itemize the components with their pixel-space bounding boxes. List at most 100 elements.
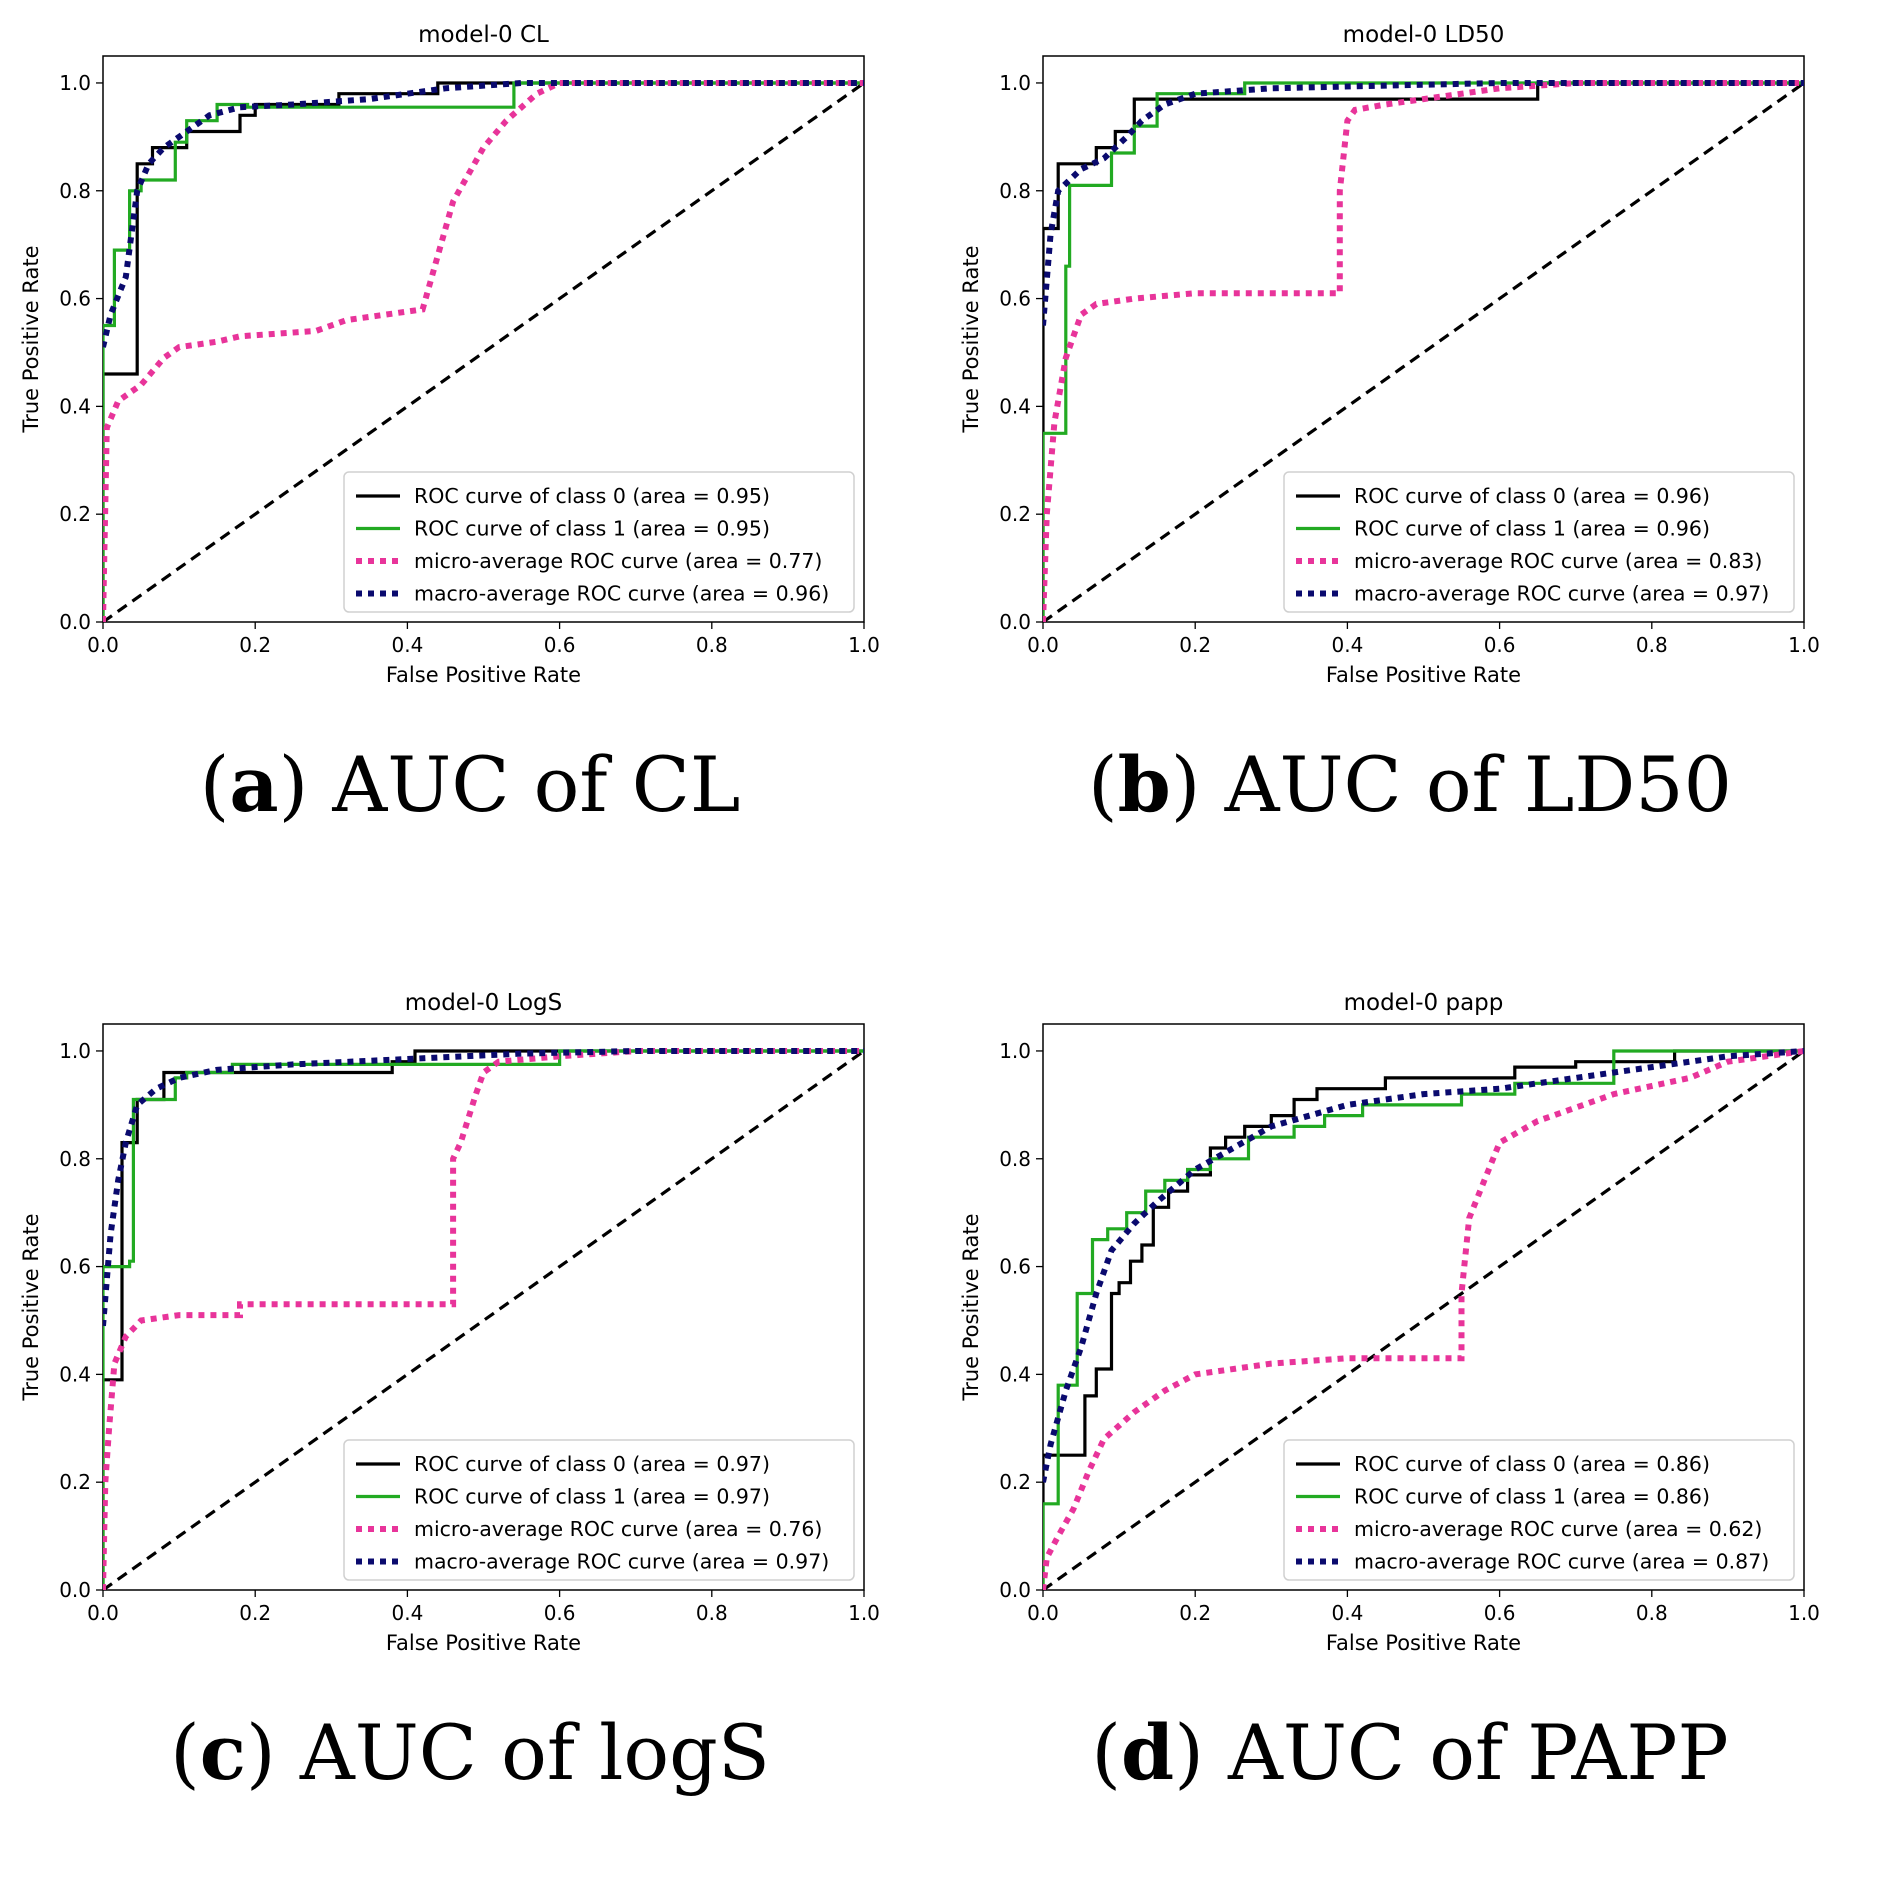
roc-class-0-line bbox=[1043, 81, 1804, 622]
x-axis-label: False Positive Rate bbox=[386, 1631, 581, 1655]
micro-average-line bbox=[1043, 1048, 1804, 1590]
x-tick-label: 0.4 bbox=[391, 633, 423, 657]
micro-average-line bbox=[103, 1048, 864, 1590]
chart-panel-b: model-0 LD50 0.0 0.2 0.4 0.6 0.8 1.0 0.0 0.2 0.4 0… bbox=[959, 22, 1820, 687]
caption-a: (a) AUC of CL bbox=[199, 740, 741, 829]
panel-c: model-0 LogS 0.0 0.2 0.4 0.6 0.8 1.0 0.0 0.2 0.4 0… bbox=[0, 968, 940, 1879]
legend-label: micro-average ROC curve (area = 0.83) bbox=[1354, 549, 1762, 573]
caption-d: (d) AUC of PAPP bbox=[1091, 1708, 1729, 1797]
x-tick-label: 0.0 bbox=[1027, 1601, 1059, 1625]
x-tick-label: 0.2 bbox=[1179, 633, 1211, 657]
x-tick-label: 1.0 bbox=[1788, 1601, 1820, 1625]
caption-text: AUC of LD50 bbox=[1224, 740, 1732, 829]
legend-label: ROC curve of class 1 (area = 0.86) bbox=[1354, 1485, 1710, 1509]
x-axis-label: False Positive Rate bbox=[1326, 1631, 1521, 1655]
x-tick-label: 0.2 bbox=[239, 633, 271, 657]
y-tick-label: 0.4 bbox=[999, 1362, 1031, 1386]
legend-box bbox=[343, 471, 855, 613]
legend-label: micro-average ROC curve (area = 0.62) bbox=[1354, 1517, 1762, 1541]
y-tick-label: 0.6 bbox=[59, 287, 91, 311]
micro-average-line bbox=[1043, 80, 1804, 622]
y-tick-label: 0.4 bbox=[59, 1362, 91, 1386]
roc-class-1-line bbox=[1043, 1049, 1804, 1590]
x-tick-label: 0.0 bbox=[1027, 633, 1059, 657]
macro-average-line bbox=[103, 1048, 864, 1327]
roc-class-1-line bbox=[103, 1049, 864, 1590]
chart-title: model-0 CL bbox=[418, 22, 549, 48]
roc-class-0-line bbox=[103, 81, 864, 622]
y-tick-label: 1.0 bbox=[59, 71, 91, 95]
y-tick-label: 0.8 bbox=[999, 1147, 1031, 1171]
y-axis-label: True Positive Rate bbox=[959, 245, 983, 433]
legend-label: micro-average ROC curve (area = 0.77) bbox=[414, 549, 822, 573]
y-tick-label: 0.2 bbox=[999, 1470, 1031, 1494]
y-tick-label: 0.8 bbox=[999, 179, 1031, 203]
x-tick-label: 0.4 bbox=[1331, 633, 1363, 657]
legend-label: micro-average ROC curve (area = 0.76) bbox=[414, 1517, 822, 1541]
caption-text: AUC of logS bbox=[299, 1708, 770, 1797]
x-tick-label: 0.2 bbox=[1179, 1601, 1211, 1625]
chance-diagonal-line bbox=[1043, 81, 1804, 622]
legend-box bbox=[343, 1439, 855, 1581]
legend-label: ROC curve of class 0 (area = 0.95) bbox=[414, 484, 770, 508]
legend-label: ROC curve of class 0 (area = 0.96) bbox=[1354, 484, 1710, 508]
legend-box bbox=[1283, 471, 1795, 613]
legend-label: ROC curve of class 1 (area = 0.95) bbox=[414, 517, 770, 541]
chart-title: model-0 papp bbox=[1344, 990, 1504, 1016]
chart-title: model-0 LD50 bbox=[1343, 22, 1505, 48]
caption-b: (b) AUC of LD50 bbox=[1087, 740, 1732, 829]
macro-average-line bbox=[103, 80, 864, 348]
x-tick-label: 0.4 bbox=[1331, 1601, 1363, 1625]
panel-b: model-0 LD50 0.0 0.2 0.4 0.6 0.8 1.0 0.0 0.2 0.4 0… bbox=[940, 0, 1880, 911]
y-tick-label: 0.0 bbox=[999, 1578, 1031, 1602]
y-tick-label: 0.6 bbox=[999, 1255, 1031, 1279]
x-tick-label: 1.0 bbox=[1788, 633, 1820, 657]
y-tick-label: 0.0 bbox=[59, 610, 91, 634]
x-tick-label: 0.0 bbox=[87, 633, 119, 657]
macro-average-line bbox=[1043, 1048, 1804, 1483]
legend-label: ROC curve of class 1 (area = 0.96) bbox=[1354, 517, 1710, 541]
x-axis-label: False Positive Rate bbox=[386, 663, 581, 687]
chart-panel-a: model-0 CL 0.0 0.2 0.4 0.6 0.8 1.0 0.0 0.2 0.4 0.6… bbox=[19, 22, 880, 687]
legend-label: ROC curve of class 0 (area = 0.86) bbox=[1354, 1452, 1710, 1476]
caption-label: d bbox=[1121, 1708, 1175, 1797]
x-tick-label: 0.6 bbox=[544, 633, 576, 657]
caption-c: (c) AUC of logS bbox=[170, 1708, 770, 1797]
x-tick-label: 0.8 bbox=[696, 1601, 728, 1625]
roc-class-0-line bbox=[1043, 1049, 1804, 1590]
x-tick-label: 0.4 bbox=[391, 1601, 423, 1625]
y-tick-label: 0.2 bbox=[999, 502, 1031, 526]
caption-text: AUC of CL bbox=[332, 740, 741, 829]
x-axis-label: False Positive Rate bbox=[1326, 663, 1521, 687]
x-tick-label: 1.0 bbox=[848, 633, 880, 657]
panel-a: model-0 CL 0.0 0.2 0.4 0.6 0.8 1.0 0.0 0.2 0.4 0.6… bbox=[0, 0, 940, 911]
y-tick-label: 0.2 bbox=[59, 1470, 91, 1494]
y-tick-label: 0.0 bbox=[999, 610, 1031, 634]
legend-box bbox=[1283, 1439, 1795, 1581]
x-tick-label: 0.2 bbox=[239, 1601, 271, 1625]
x-tick-label: 0.8 bbox=[1636, 1601, 1668, 1625]
caption-label: a bbox=[229, 740, 279, 829]
legend-label: macro-average ROC curve (area = 0.97) bbox=[1354, 582, 1769, 606]
chart-panel-d: model-0 papp 0.0 0.2 0.4 0.6 0.8 1.0 0.0 0.2 0.4 0… bbox=[959, 990, 1820, 1655]
y-tick-label: 0.2 bbox=[59, 502, 91, 526]
plot-frame bbox=[1042, 1023, 1805, 1591]
legend-label: macro-average ROC curve (area = 0.87) bbox=[1354, 1550, 1769, 1574]
chance-diagonal-line bbox=[1043, 1049, 1804, 1590]
y-tick-label: 1.0 bbox=[999, 71, 1031, 95]
chance-diagonal-line bbox=[103, 1049, 864, 1590]
roc-class-1-line bbox=[103, 81, 864, 622]
y-tick-label: 1.0 bbox=[59, 1039, 91, 1063]
caption-label: b bbox=[1117, 740, 1171, 829]
x-tick-label: 0.6 bbox=[1484, 633, 1516, 657]
chart-panel-c: model-0 LogS 0.0 0.2 0.4 0.6 0.8 1.0 0.0 0.2 0.4 0… bbox=[19, 990, 880, 1655]
panel-d: model-0 papp 0.0 0.2 0.4 0.6 0.8 1.0 0.0 0.2 0.4 0… bbox=[940, 968, 1880, 1879]
y-axis-label: True Positive Rate bbox=[19, 245, 43, 433]
legend-label: ROC curve of class 1 (area = 0.97) bbox=[414, 1485, 770, 1509]
x-tick-label: 0.6 bbox=[1484, 1601, 1516, 1625]
caption-label: c bbox=[199, 1708, 247, 1797]
x-tick-label: 0.8 bbox=[696, 633, 728, 657]
chart-title: model-0 LogS bbox=[405, 990, 563, 1016]
x-tick-label: 0.0 bbox=[87, 1601, 119, 1625]
legend-label: macro-average ROC curve (area = 0.97) bbox=[414, 1550, 829, 1574]
